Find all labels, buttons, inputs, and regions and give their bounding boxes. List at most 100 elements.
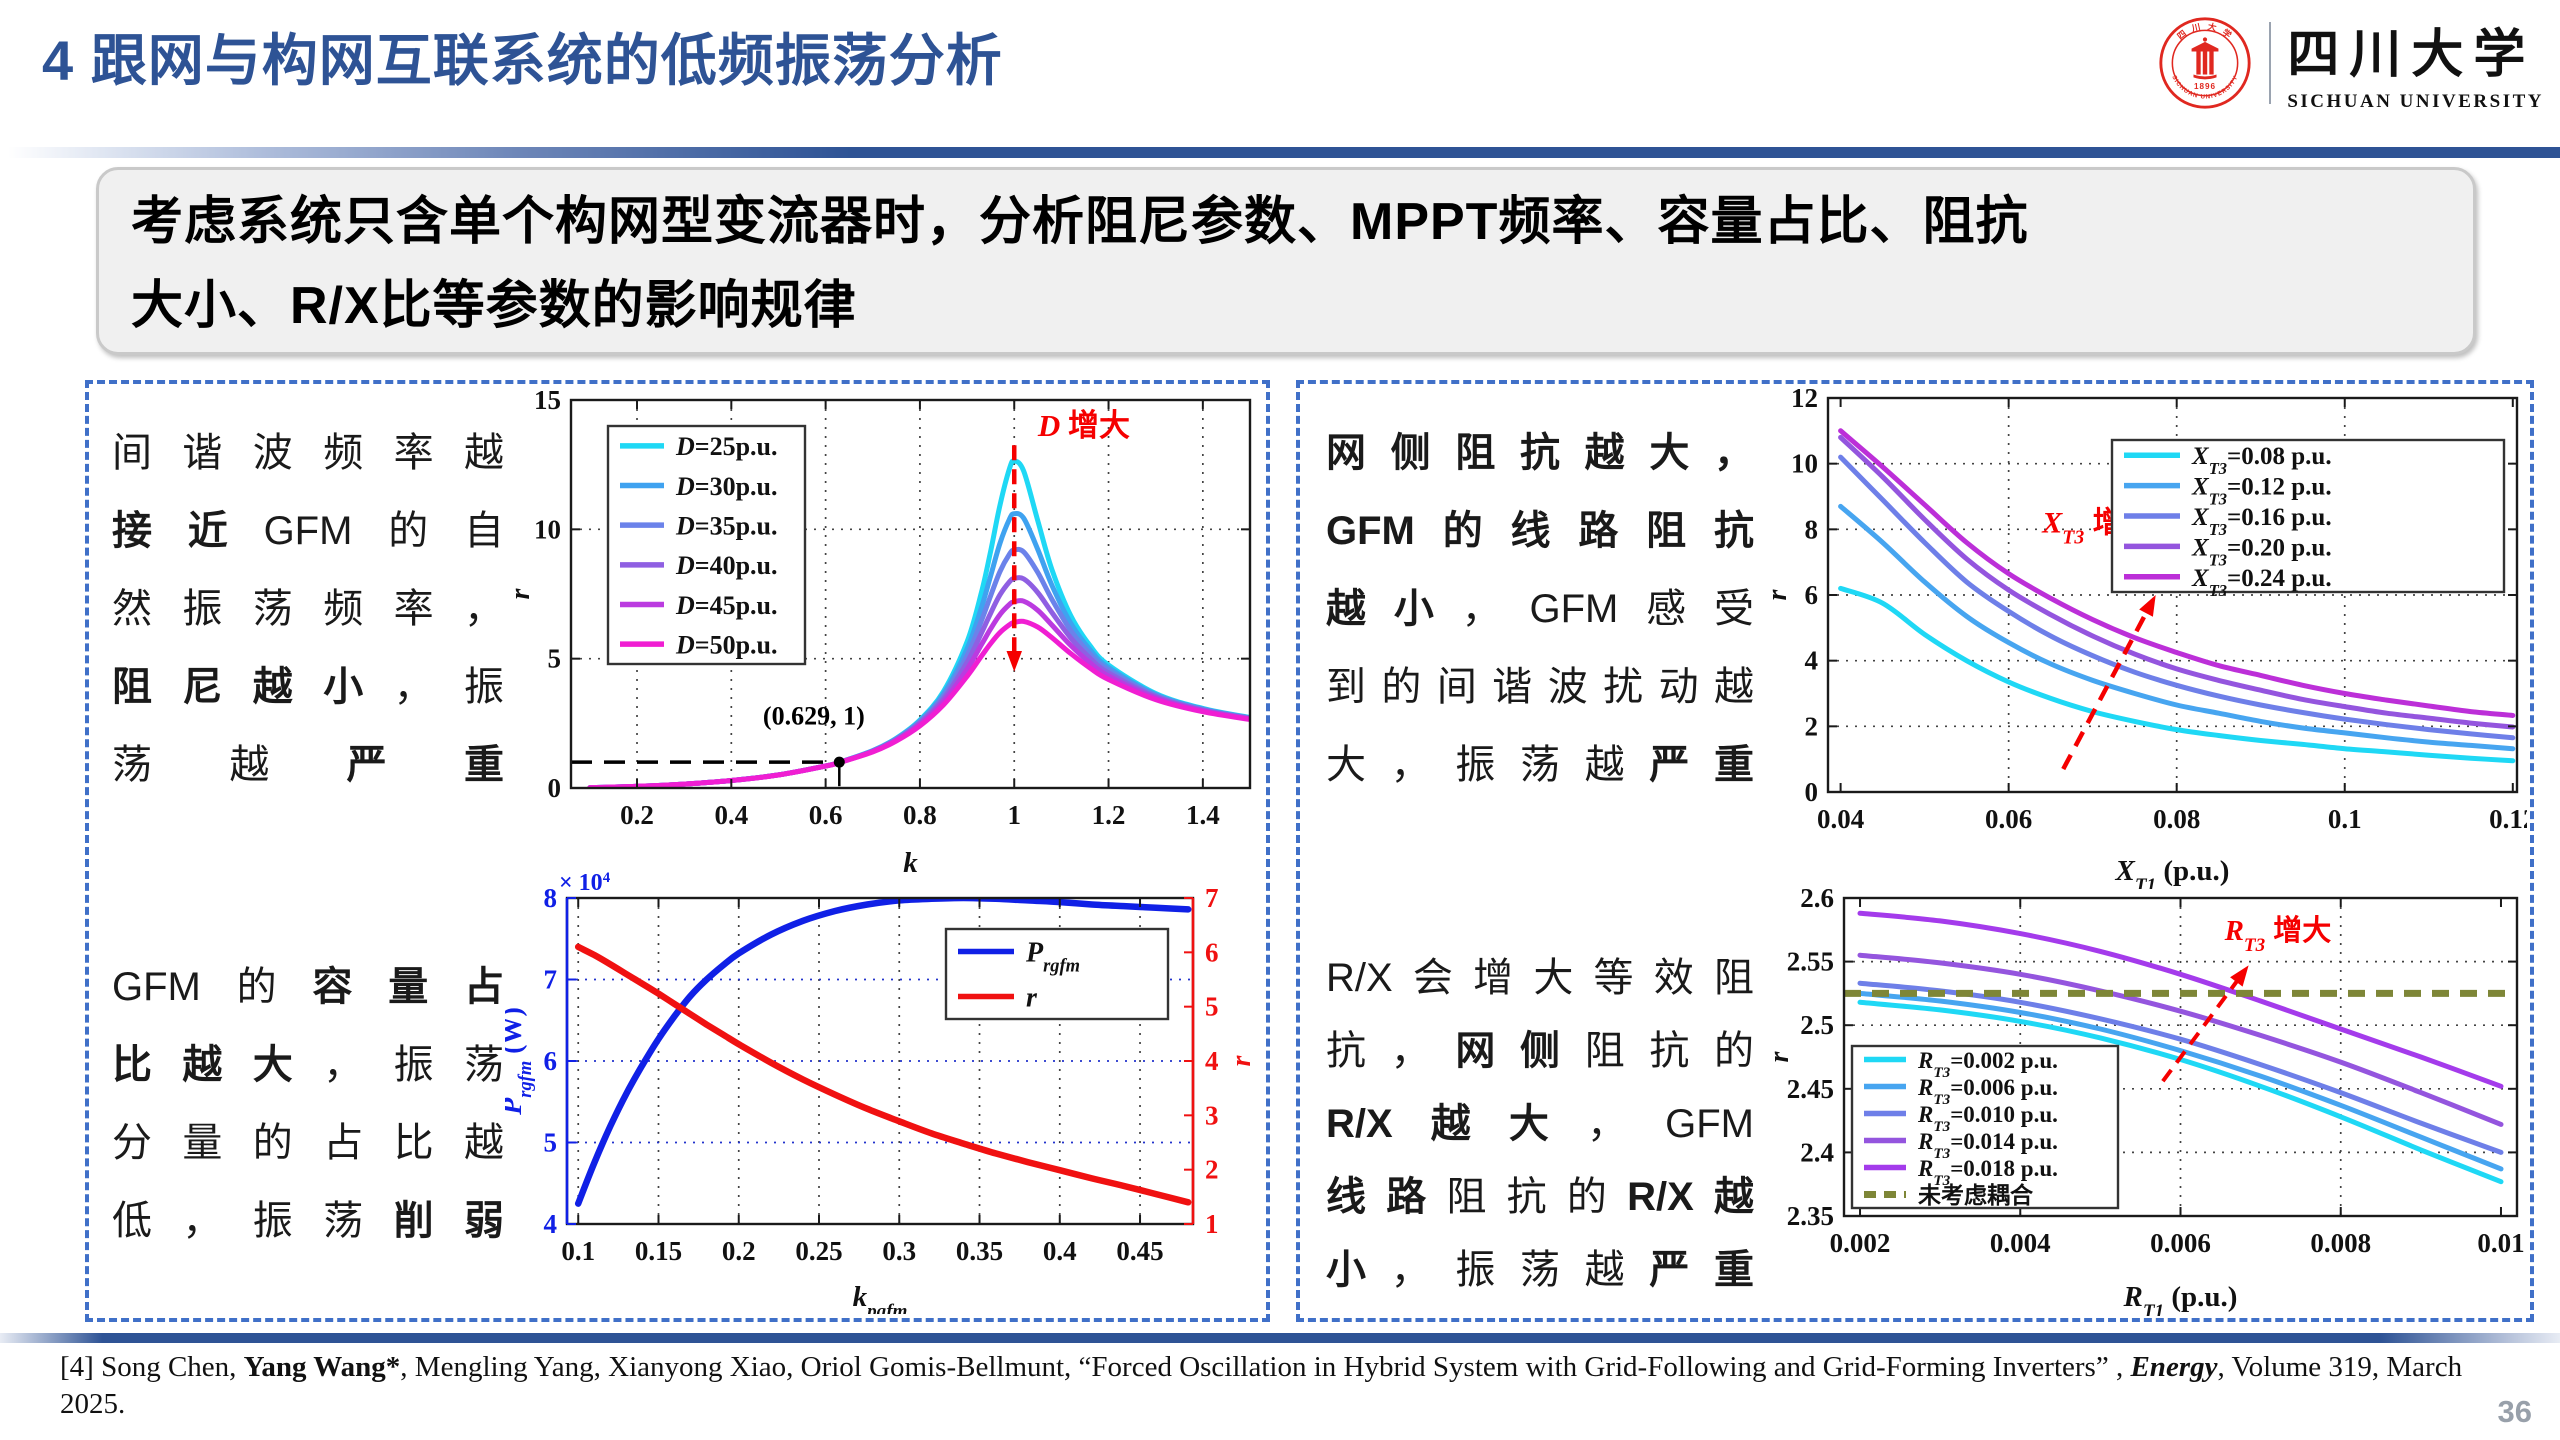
svg-text:3: 3 — [1205, 1100, 1219, 1130]
svg-text:XT3=0.24 p.u.: XT3=0.24 p.u. — [2191, 565, 2332, 600]
legend: Prgfm r — [944, 927, 1170, 1021]
svg-text:7: 7 — [1205, 883, 1219, 913]
svg-text:0.2: 0.2 — [620, 800, 654, 830]
svg-text:D 增大: D 增大 — [1037, 408, 1130, 443]
svg-text:5: 5 — [544, 1128, 558, 1158]
text-line: 线路阻抗的R/X越 — [1326, 1175, 1754, 1219]
svg-text:5: 5 — [548, 644, 562, 674]
svg-text:8: 8 — [1805, 514, 1819, 544]
text-line: 分量的占比越 — [112, 1121, 504, 1165]
page-title: 4 跟网与构网互联系统的低频振荡分析 — [42, 29, 1003, 92]
svg-text:4: 4 — [1205, 1046, 1219, 1076]
svg-text:6: 6 — [1205, 937, 1219, 967]
svg-text:0.008: 0.008 — [2310, 1228, 2371, 1258]
svg-text:XT3=0.20 p.u.: XT3=0.20 p.u. — [2191, 534, 2332, 569]
svg-text:D=30p.u.: D=30p.u. — [675, 472, 778, 501]
svg-text:10: 10 — [1791, 449, 1818, 479]
svg-text:XT3=0.16 p.u.: XT3=0.16 p.u. — [2191, 504, 2332, 539]
svg-text:0.002: 0.002 — [1830, 1228, 1891, 1258]
text-line: 网侧阻抗越大， — [1326, 431, 1754, 475]
svg-text:0.35: 0.35 — [956, 1236, 1003, 1266]
svg-text:XT3=0.08 p.u.: XT3=0.08 p.u. — [2191, 443, 2332, 478]
svg-text:r: r — [1226, 1054, 1257, 1066]
svg-text:D=50p.u.: D=50p.u. — [675, 631, 778, 660]
svg-text:XT3=0.12 p.u.: XT3=0.12 p.u. — [2191, 474, 2332, 509]
university-name-cn: 四川大学 — [2287, 27, 2536, 84]
svg-text:4: 4 — [544, 1209, 558, 1239]
text-line: 到的间谐波扰动越 — [1326, 665, 1754, 709]
svg-text:8: 8 — [544, 883, 558, 913]
text-line: 低，振荡削弱 — [112, 1199, 505, 1243]
text-line: R/X越大，GFM — [1326, 1102, 1754, 1146]
svg-text:0.1: 0.1 — [2328, 804, 2362, 834]
chart-capacity-ratio: 0.1 0.15 0.2 0.25 0.3 0.35 0.4 0.45 4 5 6 7 8 1 2 3 4 5 6 7… — [497, 870, 1260, 1322]
right-bottom-text: R/X会增大等效阻 抗，网侧阻抗的 R/X越大，GFM 线路阻抗的R/X越 小，振荡越严… — [1326, 942, 1754, 1307]
svg-text:r: r — [513, 587, 536, 599]
svg-text:kpgfm: kpgfm — [853, 1281, 908, 1314]
svg-text:15: 15 — [534, 386, 561, 415]
svg-text:RT3=0.018 p.u.: RT3=0.018 p.u. — [1917, 1156, 2058, 1189]
title-underline — [8, 147, 2560, 158]
svg-text:0.2: 0.2 — [722, 1236, 756, 1266]
svg-text:0.04: 0.04 — [1817, 804, 1864, 834]
text-line: GFM的容量占 — [112, 965, 504, 1009]
svg-text:D=25p.u.: D=25p.u. — [675, 432, 778, 461]
svg-text:未考虑耦合: 未考虑耦合 — [1918, 1182, 2034, 1208]
svg-text:1.2: 1.2 — [1092, 800, 1126, 830]
banner-line2: 大小、R/X比等参数的影响规律 — [131, 277, 857, 335]
svg-text:RT1 (p.u.): RT1 (p.u.) — [2123, 1281, 2238, 1316]
text-line: 荡越严重 — [112, 743, 505, 787]
svg-text:D=35p.u.: D=35p.u. — [675, 512, 778, 541]
svg-text:RT3=0.010 p.u.: RT3=0.010 p.u. — [1917, 1102, 2058, 1135]
svg-text:RT3=0.002 p.u.: RT3=0.002 p.u. — [1917, 1048, 2058, 1081]
chart-damping-canvas: D 增大 (0.629, 1) 0.2 0.4 0.6 0.8 1 1.2 1.4 0 5 10 15 r… — [505, 385, 1252, 879]
chart-damping-vs-k: D 增大 (0.629, 1) 0.2 0.4 0.6 0.8 1 1.2 1.4 0 5 10 15 r… — [505, 385, 1258, 883]
svg-text:(0.629, 1): (0.629, 1) — [763, 702, 865, 731]
svg-text:0.01: 0.01 — [2477, 1228, 2524, 1258]
text-line: GFM的线路阻抗 — [1326, 509, 1754, 553]
text-line: 抗，网侧阻抗的 — [1326, 1029, 1755, 1073]
svg-text:RT3 增大: RT3 增大 — [2224, 914, 2332, 956]
svg-text:2.45: 2.45 — [1787, 1074, 1834, 1104]
svg-text:12: 12 — [1791, 384, 1818, 413]
svg-text:r: r — [1026, 983, 1038, 1014]
svg-text:r: r — [1772, 1050, 1795, 1062]
svg-text:XT1 (p.u.): XT1 (p.u.) — [2115, 855, 2230, 889]
legend: RT3=0.002 p.u.RT3=0.006 p.u.RT3=0.010 p.… — [1850, 1044, 2120, 1210]
svg-text:D=45p.u.: D=45p.u. — [675, 591, 778, 620]
svg-text:1896: 1896 — [2194, 81, 2216, 90]
chart-grid-impedance: XT3 增大0.040.060.080.10.12024681012rXT1 (… — [1762, 383, 2536, 896]
svg-text:RT3=0.006 p.u.: RT3=0.006 p.u. — [1917, 1075, 2058, 1108]
text-line: 比越大，振荡 — [112, 1043, 505, 1087]
chart-xt-canvas: XT3 增大0.040.060.080.10.12024681012rXT1 (… — [1762, 383, 2536, 896]
svg-text:RT3=0.014 p.u.: RT3=0.014 p.u. — [1917, 1129, 2058, 1162]
svg-text:1.4: 1.4 — [1186, 800, 1220, 830]
text-line: 接近GFM的自 — [112, 509, 504, 553]
university-logo: 四 川 大 学 SICHUAN UNIVERSITY 1896 四川大学 SIC… — [2157, 12, 2544, 113]
svg-text:0: 0 — [548, 773, 562, 803]
university-name-en: SICHUAN UNIVERSITY — [2287, 91, 2544, 112]
svg-text:5: 5 — [1205, 992, 1219, 1022]
chart-rx-ratio: RT3 增大 0.002 0.004 0.006 0.008 0.01 2.35 2.4 2.4… — [1764, 883, 2527, 1322]
svg-text:× 104: × 104 — [559, 872, 611, 896]
text-line: R/X会增大等效阻 — [1326, 956, 1754, 1000]
svg-text:2: 2 — [1805, 711, 1819, 741]
svg-text:0.12: 0.12 — [2489, 804, 2527, 834]
svg-text:6: 6 — [544, 1046, 558, 1076]
svg-text:0.4: 0.4 — [1043, 1236, 1077, 1266]
svg-text:2.35: 2.35 — [1787, 1201, 1834, 1231]
svg-text:0.15: 0.15 — [635, 1236, 682, 1266]
svg-text:10: 10 — [534, 514, 561, 544]
summary-banner: 考虑系统只含单个构网型变流器时，分析阻尼参数、MPPT频率、容量占比、阻抗 大小… — [96, 167, 2476, 355]
university-seal-icon: 四 川 大 学 SICHUAN UNIVERSITY 1896 — [2159, 16, 2251, 109]
svg-text:0.25: 0.25 — [795, 1236, 842, 1266]
banner-line1: 考虑系统只含单个构网型变流器时，分析阻尼参数、MPPT频率、容量占比、阻抗 — [131, 193, 2029, 251]
legend: D=25p.u. D=30p.u. D=35p.u. D=40p.u. D=45p.u.… — [606, 424, 807, 666]
svg-text:r: r — [1772, 588, 1793, 600]
left-top-text: 间谐波频率越 接近GFM的自 然振荡频率， 阻尼越小，振 荡越严重 — [112, 414, 504, 804]
right-top-text: 网侧阻抗越大， GFM的线路阻抗 越小，GFM感受 到的间谐波扰动越 大，振荡越严重 — [1326, 414, 1754, 804]
svg-text:2.5: 2.5 — [1800, 1010, 1834, 1040]
text-line: 然振荡频率， — [112, 587, 504, 631]
text-line: 越小，GFM感受 — [1326, 587, 1754, 631]
